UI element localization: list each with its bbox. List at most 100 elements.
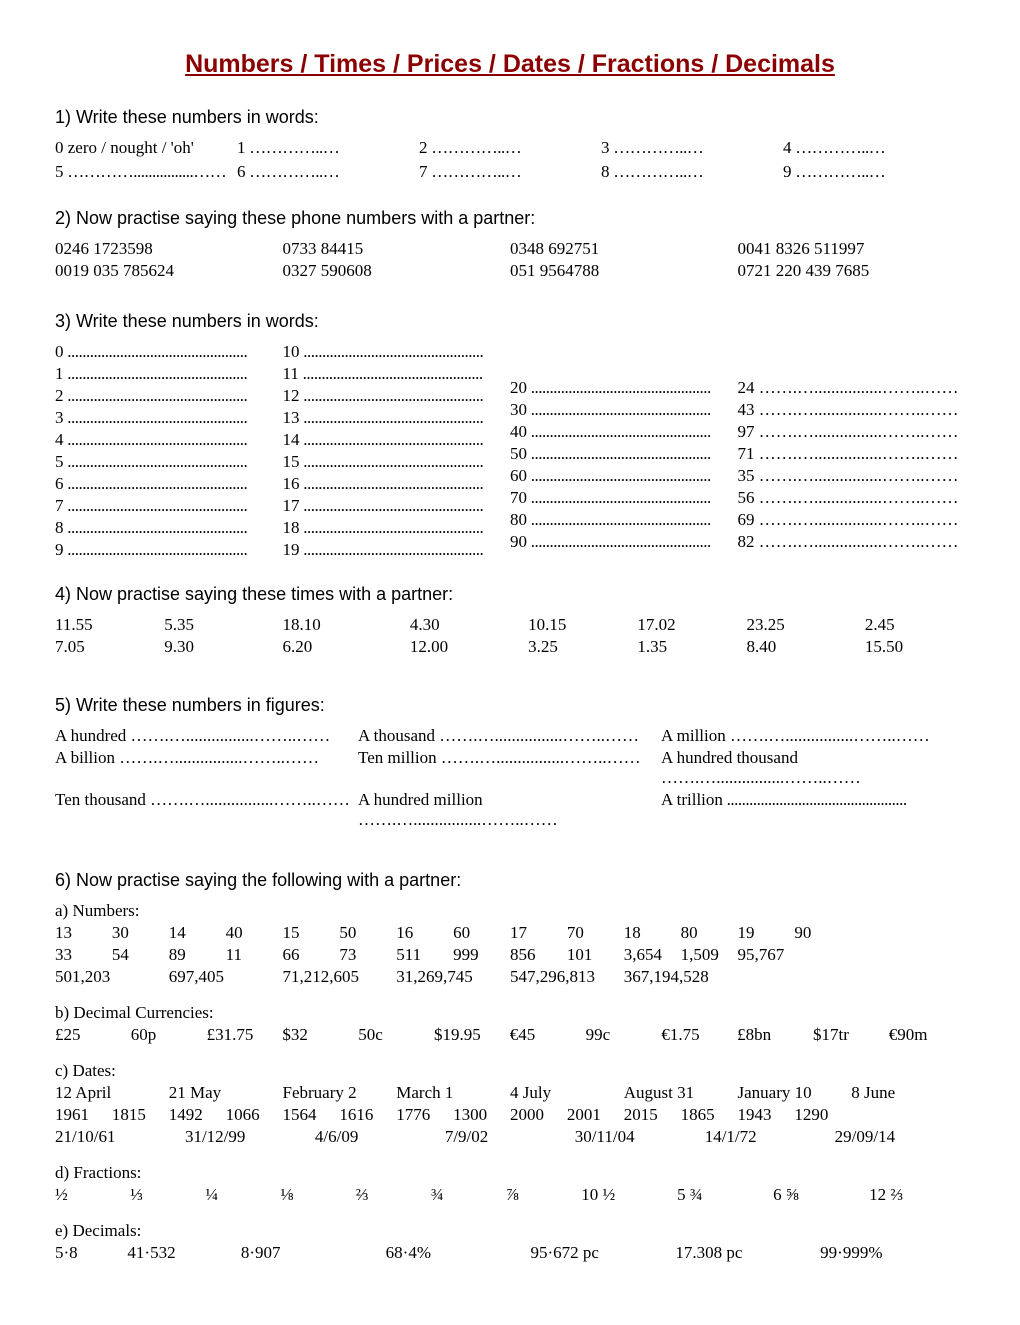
- cell: 60: [453, 923, 510, 943]
- s6c-row-2: 1961181514921066156416161776130020002001…: [55, 1105, 965, 1125]
- line: 3: [55, 408, 283, 428]
- line: 13: [283, 408, 511, 428]
- section-3-body: 0123456789 10111213141516171819 20304050…: [55, 342, 965, 562]
- section-4-heading: 4) Now practise saying these times with …: [55, 584, 965, 605]
- cell: 17.308 pc: [675, 1243, 820, 1263]
- cell: 14: [169, 923, 226, 943]
- cell: 33: [55, 945, 112, 965]
- s1-row-1: 0 zero / nought / 'oh'1234: [55, 138, 965, 158]
- line: 14: [283, 430, 511, 450]
- line: 97: [738, 422, 966, 442]
- cell: 13: [55, 923, 112, 943]
- s6e-label: e) Decimals:: [55, 1221, 965, 1241]
- cell: 1865: [681, 1105, 738, 1125]
- line: 18: [283, 518, 511, 538]
- worksheet-page: Numbers / Times / Prices / Dates / Fract…: [0, 0, 1020, 1325]
- cell: 9.30: [164, 637, 282, 657]
- s2-row-1: 0246 17235980733 844150348 6927510041 83…: [55, 239, 965, 259]
- cell: 8·907: [241, 1243, 386, 1263]
- section-6-body: a) Numbers: 1330144015501660177018801990…: [55, 901, 965, 1263]
- cell: 4/6/09: [315, 1127, 445, 1147]
- line: 9: [55, 540, 283, 560]
- s4-row-1: 11.555.3518.104.3010.1517.0223.252.45: [55, 615, 965, 635]
- page-title: Numbers / Times / Prices / Dates / Fract…: [55, 50, 965, 79]
- cell: 12 April: [55, 1083, 169, 1103]
- line: 90: [510, 532, 738, 552]
- cell: £25: [55, 1025, 131, 1045]
- cell: 73: [339, 945, 396, 965]
- section-5-heading: 5) Write these numbers in figures:: [55, 695, 965, 716]
- cell: A trillion: [661, 790, 964, 830]
- cell: 1961: [55, 1105, 112, 1125]
- cell: 5.35: [164, 615, 282, 635]
- cell: 2.45: [865, 615, 965, 635]
- cell: ⅞: [506, 1185, 581, 1205]
- cell: A hundred thousand: [661, 748, 964, 788]
- cell: 1,509: [681, 945, 738, 965]
- cell: 10.15: [528, 615, 637, 635]
- cell: €45: [510, 1025, 586, 1045]
- cell: 697,405: [169, 967, 283, 987]
- cell: £31.75: [207, 1025, 283, 1045]
- section-5-body: A hundredA thousandA million A billionTe…: [55, 726, 965, 830]
- s6a-row-3: 501,203697,40571,212,60531,269,745547,29…: [55, 967, 965, 987]
- cell: 101: [567, 945, 624, 965]
- cell: August 31: [624, 1083, 738, 1103]
- s6a-row-2: 3354891166735119998561013,6541,50995,767: [55, 945, 965, 965]
- cell: 4.30: [410, 615, 528, 635]
- line: 50: [510, 444, 738, 464]
- line: 19: [283, 540, 511, 560]
- cell: 70: [567, 923, 624, 943]
- cell: 1776: [396, 1105, 453, 1125]
- cell: $32: [282, 1025, 358, 1045]
- cell: 50c: [358, 1025, 434, 1045]
- line: 56: [738, 488, 966, 508]
- cell: ¼: [205, 1185, 280, 1205]
- cell: 21/10/61: [55, 1127, 185, 1147]
- cell: A hundred million: [358, 790, 661, 830]
- line: 71: [738, 444, 966, 464]
- cell: 1300: [453, 1105, 510, 1125]
- line: 16: [283, 474, 511, 494]
- section-3-heading: 3) Write these numbers in words:: [55, 311, 965, 332]
- cell: 1815: [112, 1105, 169, 1125]
- cell: 17.02: [637, 615, 746, 635]
- cell: 4: [783, 138, 965, 158]
- cell: 68·4%: [386, 1243, 531, 1263]
- cell: 41·532: [127, 1243, 240, 1263]
- cell: 3.25: [528, 637, 637, 657]
- s6d-label: d) Fractions:: [55, 1163, 965, 1183]
- cell: 2015: [624, 1105, 681, 1125]
- cell: 18.10: [282, 615, 409, 635]
- cell: €90m: [889, 1025, 965, 1045]
- cell: 7/9/02: [445, 1127, 575, 1147]
- s6e-row-1: 5·841·5328·90768·4%95·672 pc17.308 pc99·…: [55, 1243, 965, 1263]
- cell: 8.40: [747, 637, 865, 657]
- section-1-body: 0 zero / nought / 'oh'1234 56789: [55, 138, 965, 182]
- cell: 31/12/99: [185, 1127, 315, 1147]
- s6b-label: b) Decimal Currencies:: [55, 1003, 965, 1023]
- cell: 3,654: [624, 945, 681, 965]
- s6c-label: c) Dates:: [55, 1061, 965, 1081]
- cell: 30/11/04: [575, 1127, 705, 1147]
- line: 24: [738, 378, 966, 398]
- cell: 0 zero / nought / 'oh': [55, 138, 237, 158]
- cell: 6 ⅝: [773, 1185, 869, 1205]
- s5-row-2: A billionTen millionA hundred thousand: [55, 748, 965, 788]
- line: 60: [510, 466, 738, 486]
- cell: 0733 84415: [283, 239, 511, 259]
- line: 2: [55, 386, 283, 406]
- section-1-heading: 1) Write these numbers in words:: [55, 107, 965, 128]
- line: 10: [283, 342, 511, 362]
- line: 4: [55, 430, 283, 450]
- cell: 99c: [586, 1025, 662, 1045]
- line: 70: [510, 488, 738, 508]
- line: 17: [283, 496, 511, 516]
- cell: ½: [55, 1185, 130, 1205]
- s1-row-2: 56789: [55, 162, 965, 182]
- cell: €1.75: [661, 1025, 737, 1045]
- line: 20: [510, 378, 738, 398]
- cell: 16: [396, 923, 453, 943]
- cell: A thousand: [358, 726, 661, 746]
- cell: 5·8: [55, 1243, 127, 1263]
